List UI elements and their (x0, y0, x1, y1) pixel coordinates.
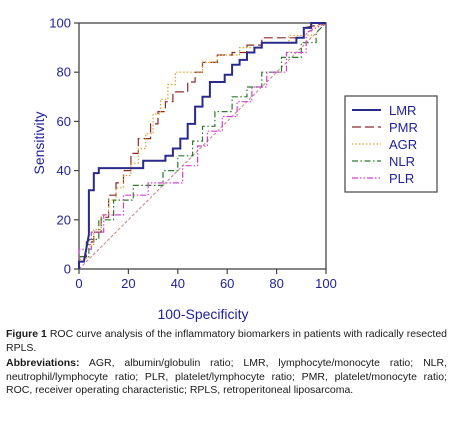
legend-label-lmr: LMR (389, 103, 416, 118)
figure-label: Figure 1 (6, 328, 47, 340)
abbreviations-label: Abbreviations: (6, 357, 80, 370)
x-tick-label: 100 (315, 276, 337, 291)
x-tick-label: 0 (75, 276, 82, 291)
figure-caption: Figure 1 ROC curve analysis of the infla… (6, 328, 447, 398)
series-line-nlr (78, 22, 327, 269)
y-tick-label: 60 (57, 114, 71, 129)
y-tick-label: 100 (49, 16, 71, 31)
caption-main: Figure 1 ROC curve analysis of the infla… (6, 328, 447, 355)
legend-box (344, 95, 438, 193)
y-tick-label: 40 (57, 163, 71, 178)
x-axis-label: 100-Specificity (157, 306, 248, 322)
legend-label-plr: PLR (389, 171, 414, 186)
x-tick-label: 80 (269, 276, 283, 291)
caption-abbreviations: Abbreviations: AGR, albumin/globulin rat… (6, 357, 447, 398)
legend-label-pmr: PMR (389, 120, 418, 135)
y-tick-label: 80 (57, 65, 71, 80)
y-tick-label: 20 (57, 212, 71, 227)
y-tick-label: 0 (64, 262, 71, 277)
y-axis-label: Sensitivity (31, 111, 47, 174)
plot-frame (78, 22, 327, 270)
x-tick-label: 60 (220, 276, 234, 291)
x-tick-label: 40 (171, 276, 185, 291)
series-line-lmr (78, 22, 326, 269)
series-line-agr (78, 22, 327, 269)
caption-text: ROC curve analysis of the inflammatory b… (6, 328, 447, 354)
x-tick-label: 20 (121, 276, 135, 291)
legend-label-agr: AGR (389, 137, 417, 152)
reference-diagonal (78, 22, 327, 270)
abbreviations-text: AGR, albumin/globulin ratio; LMR, lympho… (6, 357, 447, 397)
legend-label-nlr: NLR (389, 154, 415, 169)
series-line-plr (78, 22, 327, 269)
